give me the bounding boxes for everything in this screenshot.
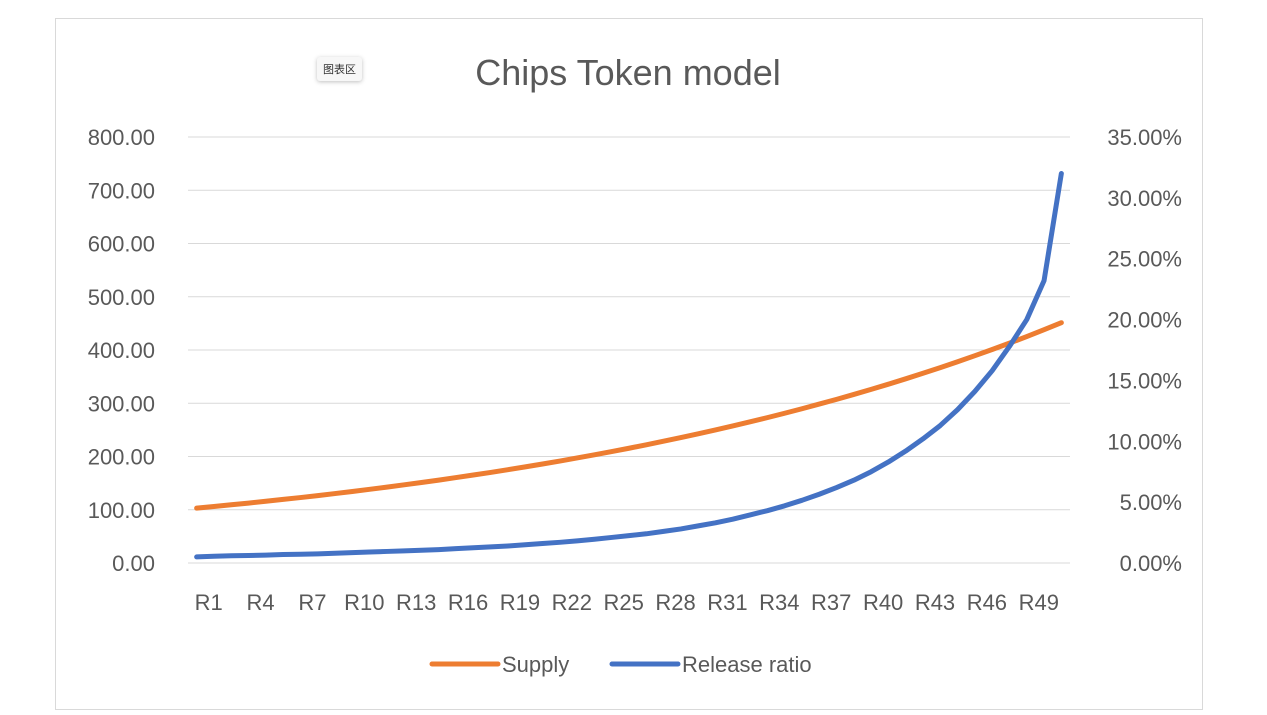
x-axis-tick-label: R22 — [552, 590, 592, 615]
chart-frame — [55, 18, 1203, 710]
x-axis-tick-label: R4 — [246, 590, 274, 615]
right-axis-tick-label: 35.00% — [1107, 125, 1182, 150]
left-axis-tick-label: 100.00 — [88, 498, 155, 523]
x-axis-tick-label: R10 — [344, 590, 384, 615]
right-axis-tick-label: 5.00% — [1120, 490, 1182, 515]
left-axis-tick-label: 600.00 — [88, 232, 155, 257]
x-axis-tick-label: R46 — [967, 590, 1007, 615]
x-axis-tick-label: R1 — [195, 590, 223, 615]
right-axis-tick-label: 0.00% — [1120, 551, 1182, 576]
x-axis: R1 R4 R7 R10 R13 R16 R19 R22 R25 R28 R31 R34 R37 R40 R… — [195, 590, 1059, 615]
chart-title: Chips Token model — [475, 52, 781, 93]
legend-label: Release ratio — [682, 652, 812, 677]
legend-item-supply: Supply — [429, 652, 569, 677]
x-axis-tick-label: R37 — [811, 590, 851, 615]
left-axis-tick-label: 700.00 — [88, 178, 155, 203]
x-axis-tick-label: R28 — [655, 590, 695, 615]
x-axis-tick-label: R34 — [759, 590, 799, 615]
right-axis-tick-label: 10.00% — [1107, 429, 1182, 454]
x-axis-tick-label: R49 — [1019, 590, 1059, 615]
gridlines — [188, 136, 1070, 564]
right-axis-tick-label: 30.00% — [1107, 186, 1182, 211]
right-axis: 0.00% 5.00% 10.00% 15.00% 20.00% 25.00% 30.00%… — [1107, 125, 1182, 576]
x-axis-tick-label: R40 — [863, 590, 903, 615]
left-axis-tick-label: 800.00 — [88, 125, 155, 150]
series-lines — [194, 171, 1064, 560]
legend-item-release-ratio: Release ratio — [609, 652, 812, 677]
x-axis-tick-label: R31 — [707, 590, 747, 615]
x-axis-tick-label: R19 — [500, 590, 540, 615]
right-axis-tick-label: 25.00% — [1107, 247, 1182, 272]
legend-label: Supply — [502, 652, 569, 677]
left-axis-tick-label: 200.00 — [88, 445, 155, 470]
x-axis-tick-label: R16 — [448, 590, 488, 615]
right-axis-tick-label: 15.00% — [1107, 368, 1182, 393]
series-line-supply — [194, 320, 1064, 511]
left-axis: 0.00 100.00 200.00 300.00 400.00 500.00 600.00… — [88, 125, 155, 576]
left-axis-tick-label: 500.00 — [88, 285, 155, 310]
legend: Supply Release ratio — [429, 652, 812, 677]
chart-area-tooltip: 图表区 — [317, 57, 362, 81]
left-axis-tick-label: 0.00 — [112, 551, 155, 576]
x-axis-tick-label: R25 — [604, 590, 644, 615]
series-line-release-ratio — [194, 171, 1064, 560]
left-axis-tick-label: 300.00 — [88, 391, 155, 416]
right-axis-tick-label: 20.00% — [1107, 308, 1182, 333]
left-axis-tick-label: 400.00 — [88, 338, 155, 363]
x-axis-tick-label: R7 — [298, 590, 326, 615]
x-axis-tick-label: R43 — [915, 590, 955, 615]
x-axis-tick-label: R13 — [396, 590, 436, 615]
